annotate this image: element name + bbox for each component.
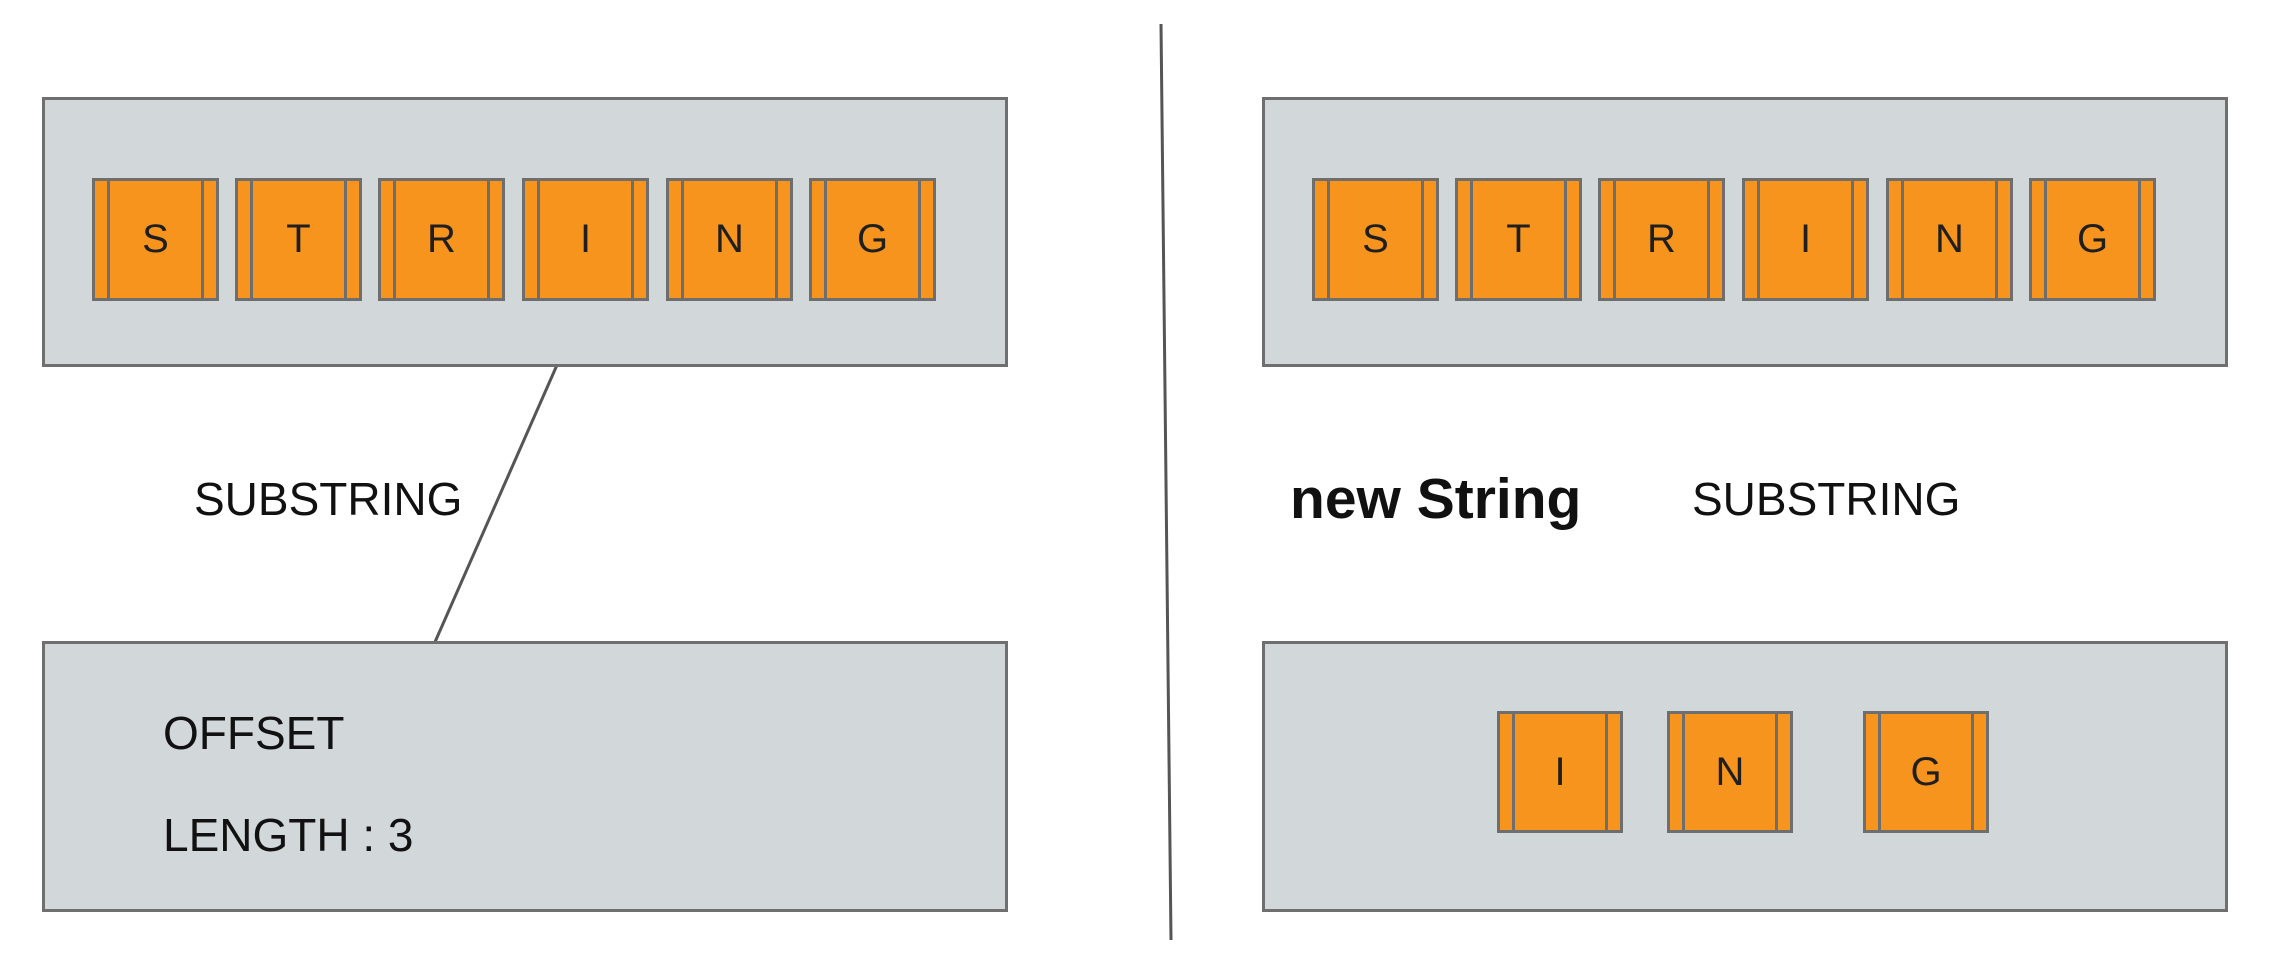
left-source-char-cell: N [666,178,793,301]
left-source-char-cell: G [809,178,936,301]
right-source-string-panel: S T R I N G [1262,97,2228,367]
right-source-char-cell: N [1886,178,2013,301]
left-source-char-cell: I [522,178,649,301]
center-divider [1159,23,1173,941]
result-char-cell: I [1497,711,1623,833]
new-string-label: new String [1290,467,1582,531]
right-source-char-cell: G [2029,178,2156,301]
right-source-char-cell: R [1598,178,1725,301]
offset-label: OFFSET [163,707,345,759]
result-char-cell: N [1667,711,1793,833]
left-source-string-panel: S T R I N G [42,97,1008,367]
right-source-char-cell: T [1455,178,1582,301]
left-source-char-cell: T [235,178,362,301]
left-source-char-cell: R [378,178,505,301]
left-source-char-cell: S [92,178,219,301]
right-new-string-panel: I N G [1262,641,2228,912]
right-substring-label: SUBSTRING [1692,473,1961,525]
length-label: LENGTH : 3 [163,809,414,861]
result-char-cell: G [1863,711,1989,833]
left-substring-info-panel [42,641,1008,912]
right-source-char-cell: I [1742,178,1869,301]
right-source-char-cell: S [1312,178,1439,301]
left-substring-label: SUBSTRING [194,473,463,525]
